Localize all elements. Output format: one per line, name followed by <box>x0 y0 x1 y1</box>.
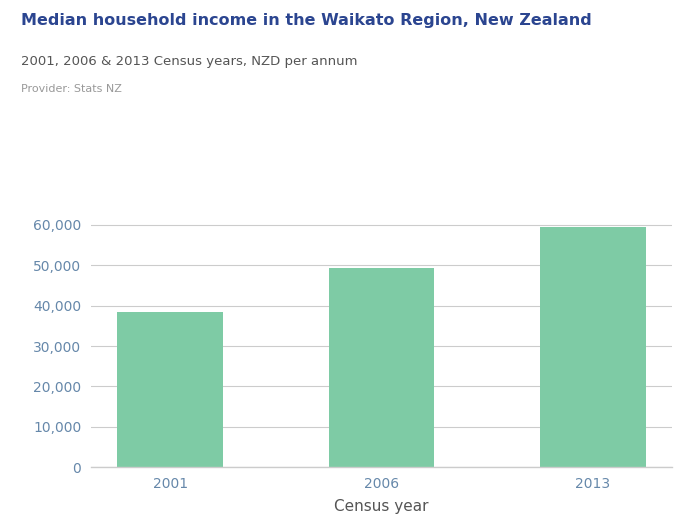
X-axis label: Census year: Census year <box>335 499 428 514</box>
Text: Provider: Stats NZ: Provider: Stats NZ <box>21 84 122 94</box>
Bar <box>329 268 434 467</box>
Bar <box>540 227 645 467</box>
Bar <box>118 312 223 467</box>
Text: 2001, 2006 & 2013 Census years, NZD per annum: 2001, 2006 & 2013 Census years, NZD per … <box>21 55 358 68</box>
Text: figure.nz: figure.nz <box>582 10 666 27</box>
Text: Median household income in the Waikato Region, New Zealand: Median household income in the Waikato R… <box>21 13 592 28</box>
